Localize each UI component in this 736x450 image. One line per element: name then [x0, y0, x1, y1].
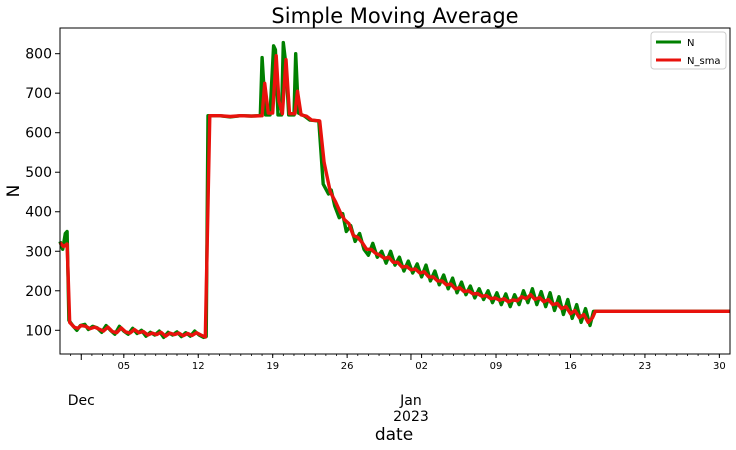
chart-title: Simple Moving Average — [271, 4, 518, 28]
x-tick-label: 23 — [639, 361, 652, 372]
y-tick-label: 700 — [25, 86, 52, 102]
y-tick-label: 600 — [25, 126, 52, 142]
x-tick-label: 19 — [266, 361, 279, 372]
plot-frame — [59, 27, 731, 355]
x-tick-label: 09 — [490, 361, 503, 372]
legend: N N_sma — [650, 31, 727, 70]
y-tick-label: 200 — [25, 284, 52, 300]
x-tick-label: 30 — [713, 361, 726, 372]
y-tick-label: 800 — [25, 47, 52, 63]
y-axis-label: N — [4, 185, 24, 198]
x-tick-label: 16 — [564, 361, 577, 372]
y-tick-label: 400 — [25, 205, 52, 221]
x-tick-label: 26 — [341, 361, 354, 372]
x-major-label: Dec — [68, 393, 95, 409]
x-tick-label: 02 — [415, 361, 428, 372]
x-major-label-year: 2023 — [393, 409, 429, 425]
x-tick-label: 12 — [192, 361, 205, 372]
y-tick-label: 500 — [25, 165, 52, 181]
series-line-n-sma — [58, 54, 730, 339]
x-tick-label: 05 — [117, 361, 130, 372]
y-tick-label: 100 — [25, 323, 52, 339]
legend-label-n: N — [687, 38, 694, 49]
y-axis-ticks: 100 200 300 400 500 600 700 800 — [25, 47, 60, 339]
plot-lines — [58, 40, 730, 340]
legend-label-n-sma: N_sma — [687, 56, 721, 67]
y-tick-label: 300 — [25, 244, 52, 260]
x-major-label: Jan — [399, 393, 422, 409]
x-axis-label: date — [375, 425, 413, 445]
